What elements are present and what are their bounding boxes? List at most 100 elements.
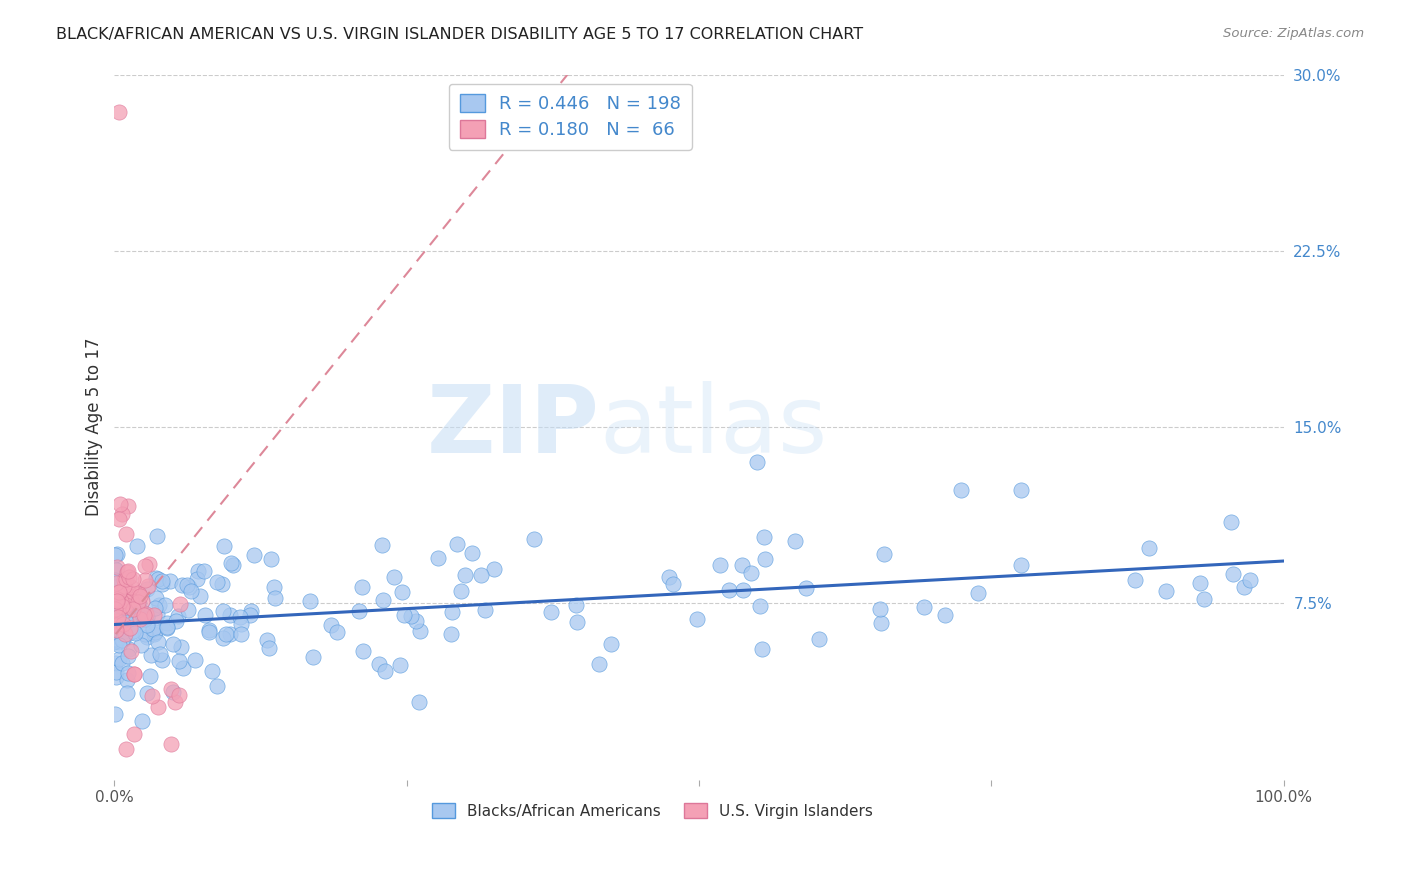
Point	[440, 626, 463, 640]
Point	[1125, 573, 1147, 587]
Point	[143, 626, 166, 640]
Point	[105, 560, 128, 574]
Point	[104, 573, 127, 587]
Point	[122, 591, 145, 605]
Point	[118, 621, 141, 635]
Point	[105, 614, 128, 628]
Point	[120, 644, 142, 658]
Point	[159, 574, 181, 589]
Point	[127, 539, 149, 553]
Point	[177, 580, 200, 594]
Point	[114, 742, 136, 756]
Point	[205, 679, 228, 693]
Point	[1239, 574, 1261, 588]
Point	[662, 577, 685, 591]
Point	[807, 632, 830, 646]
Text: ZIP: ZIP	[427, 381, 599, 473]
Point	[103, 629, 125, 643]
Legend: Blacks/African Americans, U.S. Virgin Islanders: Blacks/African Americans, U.S. Virgin Is…	[426, 797, 879, 825]
Point	[148, 598, 170, 612]
Point	[108, 497, 131, 511]
Point	[441, 605, 464, 619]
Point	[260, 551, 283, 566]
Point	[146, 634, 169, 648]
Point	[155, 621, 177, 635]
Point	[128, 596, 150, 610]
Point	[193, 565, 215, 579]
Point	[474, 603, 496, 617]
Point	[427, 551, 450, 566]
Point	[108, 584, 131, 599]
Point	[104, 579, 127, 593]
Point	[155, 599, 177, 613]
Point	[111, 599, 134, 613]
Point	[134, 612, 156, 626]
Point	[120, 593, 142, 607]
Point	[731, 558, 754, 573]
Point	[129, 589, 152, 603]
Point	[912, 600, 935, 615]
Point	[540, 605, 562, 619]
Point	[188, 589, 211, 603]
Point	[103, 587, 125, 601]
Point	[110, 604, 132, 618]
Point	[149, 647, 172, 661]
Point	[1222, 567, 1244, 582]
Point	[934, 608, 956, 623]
Point	[143, 624, 166, 639]
Point	[347, 604, 370, 618]
Point	[212, 631, 235, 645]
Point	[146, 700, 169, 714]
Point	[409, 624, 432, 639]
Point	[110, 507, 132, 521]
Point	[134, 573, 156, 587]
Point	[212, 604, 235, 618]
Point	[115, 601, 138, 615]
Point	[112, 573, 135, 587]
Point	[114, 572, 136, 586]
Point	[112, 579, 135, 593]
Point	[105, 623, 128, 637]
Text: atlas: atlas	[599, 381, 828, 473]
Point	[122, 726, 145, 740]
Point	[229, 627, 252, 641]
Point	[399, 608, 422, 623]
Point	[461, 546, 484, 560]
Point	[160, 737, 183, 751]
Point	[165, 695, 187, 709]
Point	[389, 657, 412, 672]
Point	[405, 614, 427, 628]
Point	[170, 578, 193, 592]
Point	[129, 604, 152, 618]
Point	[141, 648, 163, 662]
Point	[108, 634, 131, 648]
Point	[117, 565, 139, 579]
Point	[194, 607, 217, 622]
Point	[135, 617, 157, 632]
Point	[129, 638, 152, 652]
Point	[117, 686, 139, 700]
Point	[382, 570, 405, 584]
Point	[523, 532, 546, 546]
Point	[229, 616, 252, 631]
Point	[136, 579, 159, 593]
Point	[131, 607, 153, 621]
Point	[374, 664, 396, 678]
Point	[794, 581, 817, 595]
Point	[564, 598, 586, 612]
Point	[105, 665, 128, 680]
Point	[1010, 483, 1032, 498]
Point	[717, 582, 740, 597]
Point	[122, 667, 145, 681]
Point	[162, 637, 184, 651]
Point	[121, 608, 143, 623]
Point	[950, 483, 973, 497]
Point	[751, 642, 773, 657]
Point	[104, 585, 127, 599]
Point	[783, 533, 806, 548]
Point	[169, 640, 191, 654]
Point	[240, 605, 263, 619]
Point	[145, 591, 167, 605]
Point	[104, 656, 127, 670]
Point	[104, 602, 127, 616]
